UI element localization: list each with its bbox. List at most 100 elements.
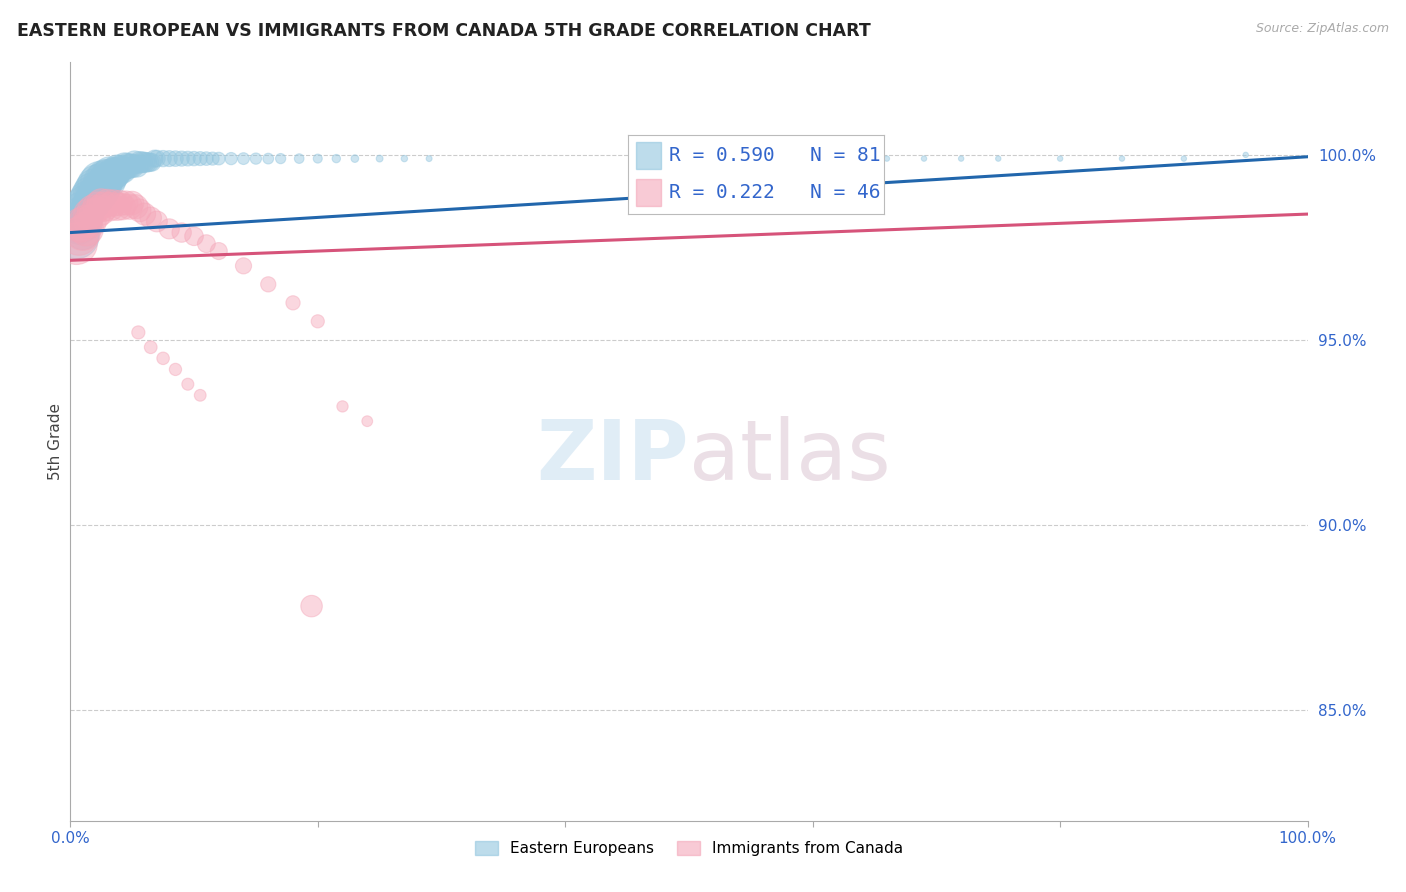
Point [79,214,101,228]
Point [257,152,280,166]
Point [987,152,1010,166]
Point [75,222,97,236]
Point [257,277,280,292]
Point [72,226,94,240]
Point [84,188,107,202]
Point [1173,152,1195,166]
Point [87,185,110,199]
Point [131,155,153,169]
Point [177,152,200,166]
Point [84,207,107,221]
Point [356,414,378,428]
Point [77,200,100,214]
Point [195,236,218,251]
Text: EASTERN EUROPEAN VS IMMIGRANTS FROM CANADA 5TH GRADE CORRELATION CHART: EASTERN EUROPEAN VS IMMIGRANTS FROM CANA… [17,22,870,40]
Point [65,229,87,244]
Point [98,166,121,180]
Point [82,203,104,218]
Point [146,152,169,166]
Bar [636,143,661,169]
Point [75,207,97,221]
Bar [636,178,661,205]
Point [138,155,160,169]
Point [103,196,125,211]
Text: R = 0.222   N = 46: R = 0.222 N = 46 [669,183,880,202]
Point [124,155,146,169]
Point [165,362,187,376]
Point [115,159,138,173]
Point [79,188,101,202]
Point [950,152,973,166]
Point [105,162,128,177]
Point [84,181,107,195]
Point [157,222,180,236]
Point [100,170,122,185]
Point [111,162,134,177]
Point [188,388,211,402]
Point [83,192,105,206]
Point [232,259,254,273]
Point [115,196,138,211]
Point [183,229,205,244]
Point [157,152,180,166]
Point [93,178,115,192]
Point [86,200,108,214]
Point [165,152,187,166]
Point [104,166,127,180]
Point [125,200,148,214]
Point [139,340,162,354]
Point [141,155,163,169]
Point [177,377,200,392]
Point [86,178,108,192]
Point [121,159,143,173]
Point [103,166,125,180]
Point [111,200,134,214]
Point [67,218,90,232]
Point [80,196,103,211]
Point [96,170,118,185]
Point [418,152,440,166]
Point [114,159,136,173]
Point [69,207,91,221]
Point [128,203,150,218]
Point [127,326,149,340]
Point [69,218,91,232]
Point [108,196,131,211]
Point [77,207,100,221]
Point [307,152,329,166]
Point [301,599,323,614]
Text: atlas: atlas [689,417,890,497]
Point [368,152,391,166]
Point [73,211,96,225]
Point [139,211,162,225]
Point [232,152,254,166]
Point [128,155,150,169]
Point [143,152,166,166]
Point [801,152,824,166]
Point [136,155,159,169]
Point [76,192,98,206]
Point [325,152,347,166]
Point [90,181,112,195]
Point [838,152,860,166]
Point [108,162,131,177]
Text: ZIP: ZIP [537,417,689,497]
Point [394,152,416,166]
Point [765,152,787,166]
Point [70,214,93,228]
Point [105,200,128,214]
Point [281,296,304,310]
Point [332,400,354,414]
Point [96,196,118,211]
Point [97,174,120,188]
Point [208,152,231,166]
Legend: Eastern Europeans, Immigrants from Canada: Eastern Europeans, Immigrants from Canad… [468,835,910,863]
Point [118,159,141,173]
Point [72,203,94,218]
Point [1049,152,1071,166]
Point [152,152,174,166]
Point [94,170,117,185]
Point [82,185,104,199]
Point [75,196,97,211]
Text: Source: ZipAtlas.com: Source: ZipAtlas.com [1256,22,1389,36]
